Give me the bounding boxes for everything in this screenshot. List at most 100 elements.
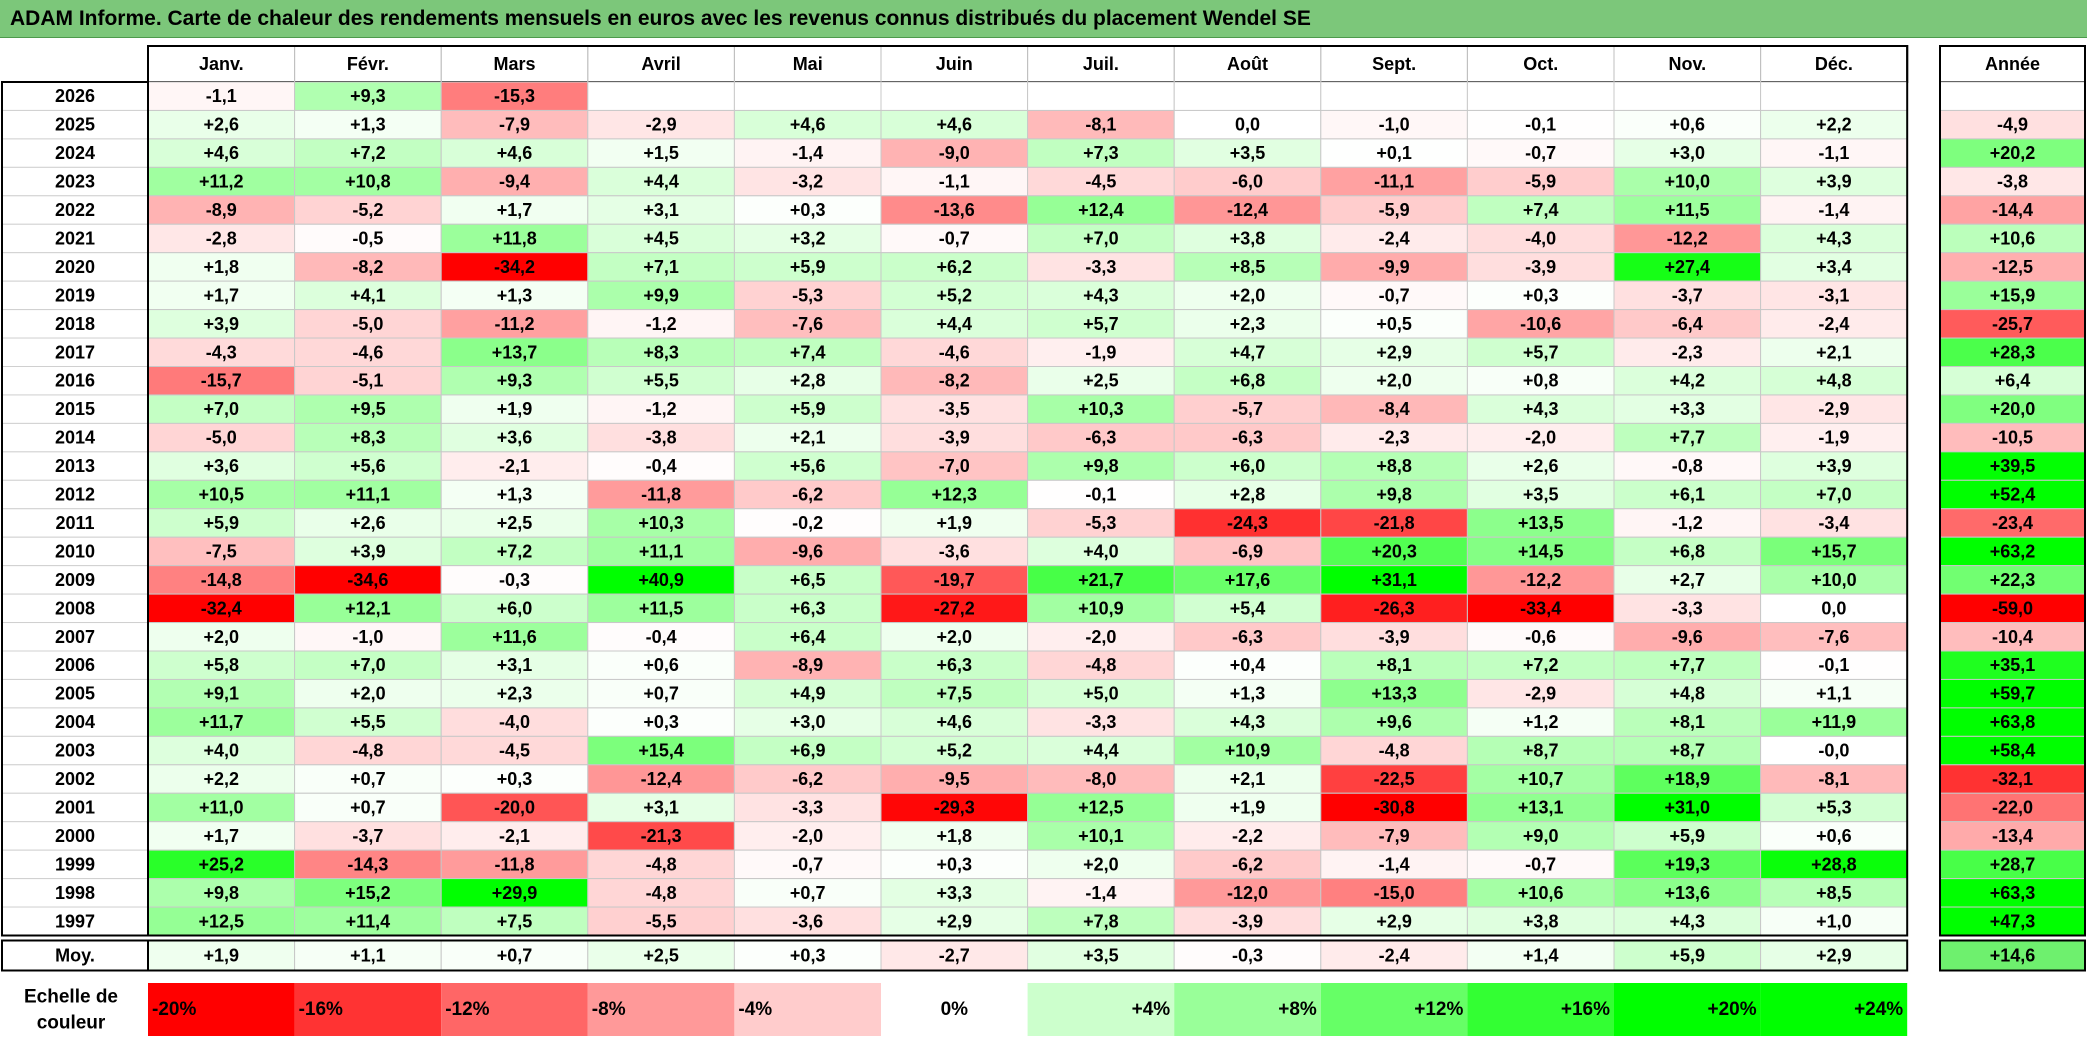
heat-cell bbox=[1760, 309, 1908, 339]
row-label-2016: 2016 bbox=[55, 371, 95, 391]
annual-value: -22,0 bbox=[1992, 797, 2033, 817]
average-value: -0,3 bbox=[1232, 946, 1263, 966]
annual-cell bbox=[1939, 849, 2086, 880]
cell-value: +11,6 bbox=[492, 627, 537, 647]
heat-cell bbox=[880, 195, 1029, 225]
heat-cell bbox=[1613, 81, 1762, 111]
annual-value: +63,2 bbox=[1990, 541, 2036, 561]
cell-value: -11,8 bbox=[494, 854, 534, 874]
cell-value: -3,5 bbox=[939, 399, 970, 419]
cell-value: +7,4 bbox=[790, 342, 826, 362]
row-label-2025: 2025 bbox=[55, 115, 95, 135]
heat-cell bbox=[294, 337, 442, 367]
heat-cell bbox=[880, 821, 1029, 851]
heat-cell bbox=[147, 252, 296, 282]
heat-cell bbox=[440, 280, 589, 311]
cell-value: -5,1 bbox=[352, 371, 383, 391]
cell-value: -4,6 bbox=[939, 342, 970, 362]
heat-cell bbox=[440, 565, 589, 595]
cell-value: +1,8 bbox=[204, 257, 240, 277]
cell-value: +3,0 bbox=[1670, 143, 1706, 163]
cell-value: -0,7 bbox=[1379, 285, 1410, 305]
column-header-2: Mars bbox=[493, 54, 535, 74]
heat-cell bbox=[1466, 309, 1615, 339]
row-label-cell bbox=[1, 906, 149, 936]
heat-cell bbox=[1173, 792, 1322, 823]
heat-cell bbox=[294, 878, 442, 908]
cell-value: -0,5 bbox=[352, 228, 383, 248]
cell-value: +10,8 bbox=[345, 172, 391, 192]
cell-value: +14,5 bbox=[1518, 541, 1564, 561]
cell-value: +5,4 bbox=[1230, 598, 1266, 618]
cell-value: +0,4 bbox=[1230, 655, 1266, 675]
column-header-1: Févr. bbox=[347, 54, 389, 74]
cell-value: -4,0 bbox=[499, 712, 530, 732]
cell-value: +4,0 bbox=[204, 741, 240, 761]
cell-value: 0,0 bbox=[1235, 115, 1260, 135]
heat-cell bbox=[1466, 536, 1615, 567]
heat-cell bbox=[1466, 422, 1615, 453]
heat-cell bbox=[880, 707, 1029, 737]
cell-value: -6,2 bbox=[1232, 854, 1263, 874]
heat-cell bbox=[1173, 337, 1322, 367]
cell-value: -12,0 bbox=[1227, 883, 1268, 903]
heat-cell bbox=[440, 735, 589, 766]
cell-value: -3,9 bbox=[1232, 911, 1263, 931]
cell-value: -4,0 bbox=[1525, 228, 1556, 248]
row-label-cell bbox=[1, 821, 149, 851]
cell-value: +4,3 bbox=[1523, 399, 1559, 419]
heat-cell bbox=[587, 678, 735, 709]
heat-cell bbox=[587, 109, 735, 140]
cell-value: +7,1 bbox=[643, 257, 679, 277]
annual-value: +20,0 bbox=[1990, 399, 2036, 419]
row-label-2010: 2010 bbox=[55, 541, 95, 561]
heat-cell bbox=[1613, 280, 1762, 311]
heat-cell bbox=[147, 622, 296, 652]
cell-value: -3,3 bbox=[1085, 712, 1116, 732]
heat-cell bbox=[1613, 422, 1762, 453]
cell-value: +10,6 bbox=[1518, 883, 1564, 903]
cell-value: +5,6 bbox=[350, 456, 386, 476]
annual-cell bbox=[1939, 792, 2086, 823]
heat-cell bbox=[1027, 906, 1175, 936]
heat-cell bbox=[1613, 764, 1762, 794]
cell-value: -3,9 bbox=[1379, 627, 1410, 647]
heat-cell bbox=[1613, 735, 1762, 766]
cell-value: +11,4 bbox=[346, 911, 391, 931]
heat-cell bbox=[147, 166, 296, 197]
cell-value: +2,3 bbox=[1230, 314, 1266, 334]
cell-value: -3,3 bbox=[792, 797, 823, 817]
cell-value: -26,3 bbox=[1374, 598, 1415, 618]
heat-cell bbox=[1320, 366, 1468, 396]
cell-value: +3,5 bbox=[1523, 485, 1559, 505]
heat-cell bbox=[1320, 565, 1468, 595]
heat-cell bbox=[1173, 508, 1322, 538]
row-label-cell bbox=[1, 166, 149, 197]
scale-label: +8% bbox=[1278, 999, 1317, 1020]
column-header-9: Oct. bbox=[1523, 54, 1558, 74]
scale-swatch bbox=[294, 983, 442, 1036]
grid-border bbox=[147, 45, 1909, 937]
cell-value: +11,7 bbox=[199, 712, 244, 732]
cell-value: +9,3 bbox=[497, 371, 533, 391]
heat-cell bbox=[1027, 593, 1175, 624]
cell-value: -3,4 bbox=[1818, 513, 1849, 533]
heat-cell bbox=[294, 252, 442, 282]
cell-value: +8,1 bbox=[1670, 712, 1706, 732]
cell-value: -6,3 bbox=[1232, 627, 1263, 647]
annual-cell bbox=[1939, 422, 2086, 453]
heat-cell bbox=[587, 536, 735, 567]
cell-value: -7,9 bbox=[1379, 826, 1410, 846]
heat-cell bbox=[733, 81, 882, 111]
cell-value: -3,9 bbox=[1525, 257, 1556, 277]
heat-cell bbox=[1760, 422, 1908, 453]
cell-value: +5,7 bbox=[1523, 342, 1559, 362]
average-label-cell bbox=[1, 939, 149, 972]
cell-value: +0,3 bbox=[643, 712, 679, 732]
annual-cell bbox=[1939, 309, 2086, 339]
heat-cell bbox=[880, 536, 1029, 567]
heat-cell bbox=[1027, 166, 1175, 197]
row-label-2005: 2005 bbox=[55, 684, 95, 704]
cell-value: +6,4 bbox=[790, 627, 826, 647]
cell-value: +2,0 bbox=[937, 627, 973, 647]
